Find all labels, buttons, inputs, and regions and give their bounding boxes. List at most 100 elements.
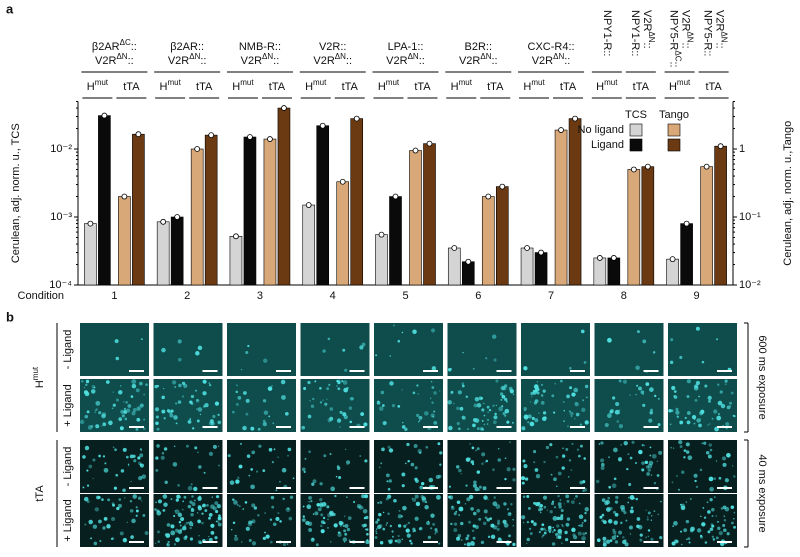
cell <box>302 515 305 518</box>
bar <box>316 125 330 286</box>
cell <box>101 425 103 427</box>
point <box>669 256 676 263</box>
cell <box>460 473 462 475</box>
bar <box>607 257 621 286</box>
cell <box>618 424 623 429</box>
micrograph <box>227 379 296 432</box>
cell <box>543 505 547 509</box>
cell <box>501 405 504 408</box>
cell <box>507 508 509 511</box>
cell <box>568 459 572 462</box>
cell <box>638 386 642 391</box>
cell <box>430 381 433 383</box>
cell <box>185 521 189 525</box>
cell <box>414 477 418 482</box>
cell <box>401 389 403 391</box>
group-label: Hmut <box>523 78 545 93</box>
cell <box>472 543 475 546</box>
cell <box>236 384 238 387</box>
cell <box>402 421 404 424</box>
cell <box>629 495 635 500</box>
superscript: ΔN <box>189 52 200 61</box>
cell <box>723 515 726 518</box>
superscript: mut <box>31 366 40 380</box>
cell <box>404 427 408 431</box>
cell <box>509 512 512 515</box>
cell <box>91 384 96 389</box>
cell <box>660 500 662 503</box>
cell <box>388 448 394 453</box>
cell <box>493 420 497 424</box>
cell <box>730 505 735 510</box>
cell <box>677 488 680 491</box>
cell <box>380 462 383 465</box>
cell <box>168 410 172 414</box>
cell <box>613 447 618 453</box>
cell <box>656 474 660 477</box>
cell <box>248 539 252 542</box>
cell <box>215 520 218 523</box>
cell <box>410 542 413 545</box>
label-text: H <box>34 380 46 388</box>
cell <box>126 521 128 524</box>
cell <box>83 496 89 502</box>
cell <box>242 425 247 431</box>
y2-tick-label: 1 <box>739 143 745 155</box>
cell <box>449 368 452 371</box>
cell <box>693 385 699 391</box>
cell <box>718 476 722 480</box>
cell <box>229 480 235 485</box>
cell <box>520 476 526 481</box>
construct-label: CXC-R4:: <box>528 41 575 53</box>
cell <box>79 419 85 425</box>
cell <box>483 496 488 500</box>
point <box>319 122 326 129</box>
cell <box>713 496 716 498</box>
cell <box>637 524 643 530</box>
cell <box>529 532 533 535</box>
scale-bar <box>717 370 732 372</box>
label-text: tTA <box>414 81 431 93</box>
cell <box>327 418 332 423</box>
cell <box>136 417 141 422</box>
cell <box>704 541 708 544</box>
cell <box>487 535 491 539</box>
cell <box>461 415 466 420</box>
cell <box>387 512 390 515</box>
cell <box>686 395 690 398</box>
cell <box>500 398 503 401</box>
legend-label: Ligand <box>591 139 624 151</box>
cell <box>476 470 481 474</box>
point <box>630 166 637 173</box>
cell <box>478 485 482 489</box>
cell <box>323 454 327 458</box>
cell <box>584 384 589 389</box>
cell <box>541 523 545 527</box>
cell <box>115 473 119 477</box>
cell <box>601 513 605 517</box>
cell <box>272 522 277 527</box>
cell <box>83 386 86 389</box>
cell <box>90 424 94 428</box>
cell <box>137 496 142 500</box>
construct-label: NPY1-R:: <box>601 10 613 56</box>
construct-label: β2AR:: <box>170 41 204 53</box>
cell <box>554 383 556 385</box>
cell <box>604 422 609 428</box>
cell <box>654 394 657 398</box>
cell <box>565 494 570 499</box>
cell <box>529 421 535 427</box>
cell <box>476 403 482 408</box>
cell <box>315 543 319 547</box>
cell <box>722 424 724 427</box>
cell <box>600 458 605 463</box>
cell <box>376 518 380 522</box>
superscript: mut <box>95 78 109 87</box>
scale-bar <box>570 487 585 489</box>
cell <box>110 537 114 540</box>
cell <box>429 397 432 400</box>
point <box>524 245 530 251</box>
cell <box>387 445 391 449</box>
bar <box>170 216 184 286</box>
cell <box>482 486 487 491</box>
